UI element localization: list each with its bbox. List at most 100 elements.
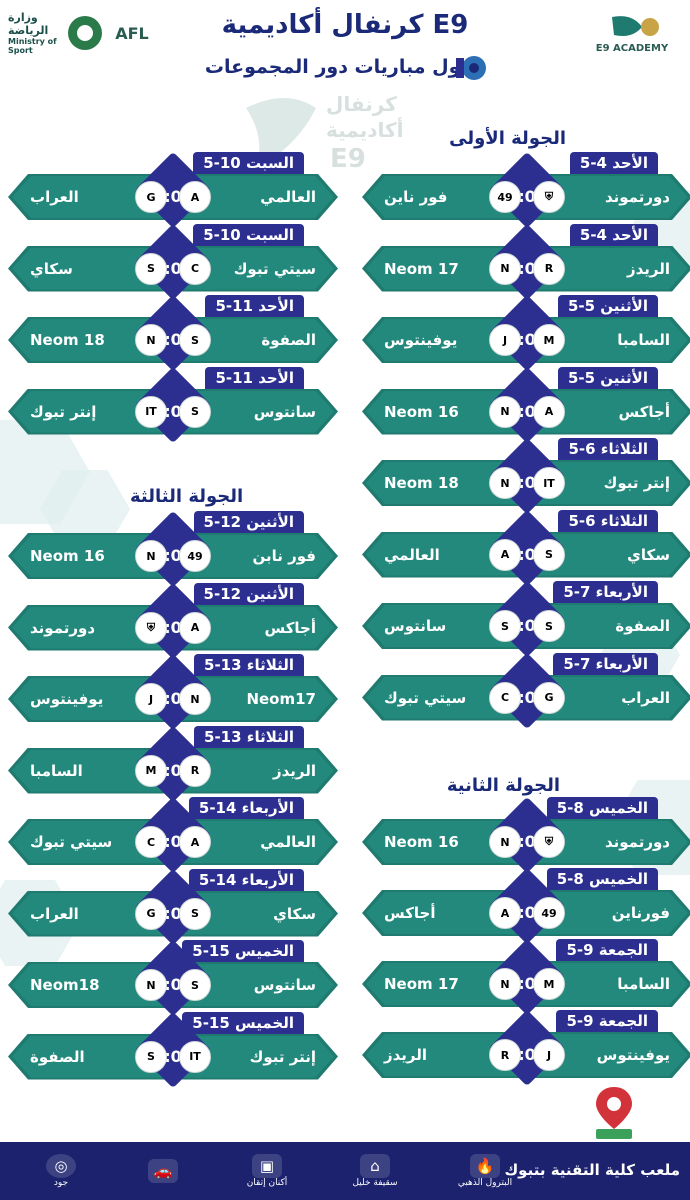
building-icon: ▣ xyxy=(252,1154,282,1178)
home-team-name: فورناين xyxy=(611,904,670,922)
home-team-name: سيتي تبوك xyxy=(233,259,316,278)
match-card: الأحد 4-5 6:00 ⛨ دورتموند 49 فور ناين xyxy=(362,151,690,229)
home-team-name: يوفينتوس xyxy=(596,1046,670,1064)
page-title: كرنفال أكاديمية E9 xyxy=(221,10,469,40)
match-date: الأثنين 12-5 xyxy=(193,582,304,605)
away-team-name: دورتموند xyxy=(30,618,96,637)
home-team-name: سانتوس xyxy=(253,402,316,421)
away-team-badge-icon: 49 xyxy=(489,181,521,213)
away-team-badge-icon: N xyxy=(135,969,167,1001)
home-team-badge-icon: A xyxy=(179,611,211,644)
match-card: الأحد 11-5 6:00 S الصفوة N Neom 18 xyxy=(8,294,338,372)
match-card: الأحد 11-5 8:00 S سانتوس IT إنتر تبوك xyxy=(8,366,338,443)
match-date: السبت 10-5 xyxy=(193,223,304,246)
e9-academy-logo: E9 ACADEMY xyxy=(584,8,680,58)
match-card: الأحد 4-5 8:00 R الريدز N Neom 17 xyxy=(362,223,690,300)
watermark-text-3: E9 xyxy=(330,144,366,174)
sponsor-khalil: ⌂ سقيفة خليل xyxy=(340,1148,410,1194)
football-icon xyxy=(454,54,488,86)
away-team-name: سكاي xyxy=(30,259,73,278)
away-team-badge-icon: J xyxy=(489,324,521,356)
away-team-badge-icon: N xyxy=(489,467,521,499)
away-team-badge-icon: A xyxy=(489,538,521,571)
match-date: الأحد 4-5 xyxy=(569,223,658,246)
away-team-name: العراب xyxy=(30,188,79,206)
round-1-title: الجولة الأولى xyxy=(449,128,566,149)
home-team-name: السامبا xyxy=(617,975,670,993)
away-team-name: Neom 16 xyxy=(384,402,459,421)
sponsor-joud: ◎ جود xyxy=(26,1148,96,1194)
match-date: الجمعة 9-5 xyxy=(556,1010,658,1032)
match-card: الجمعة 9-5 8:00 J يوفينتوس R الريدز xyxy=(362,1009,690,1087)
home-team-name: سانتوس xyxy=(253,976,316,994)
away-team-badge-icon: N xyxy=(135,540,167,572)
header: وزارة الرياضة Ministry of Sport AFL E9 A… xyxy=(0,0,690,80)
home-team-name: الريدز xyxy=(272,761,316,780)
federation-logo xyxy=(60,8,110,58)
home-team-badge-icon: S xyxy=(533,538,565,571)
match-date: الثلاثاء 13-5 xyxy=(194,725,304,748)
away-team-name: السامبا xyxy=(30,761,83,780)
away-team-badge-icon: C xyxy=(135,826,167,858)
away-team-name: العالمي xyxy=(384,545,440,564)
match-date: الأربعاء 7-5 xyxy=(553,581,658,603)
house-icon: ⌂ xyxy=(360,1154,390,1178)
away-team-badge-icon: N xyxy=(489,968,521,1000)
home-team-badge-icon: IT xyxy=(533,467,565,499)
sponsor-golden-petrol: 🔥 البترول الذهبي xyxy=(450,1148,520,1194)
match-card: الأثنين 12-5 8:00 A أجاكس ⛨ دورتموند xyxy=(8,582,338,659)
afl-logo-text: AFL xyxy=(115,23,149,43)
away-team-name: Neom 16 xyxy=(30,547,105,565)
round-2-title: الجولة الثانية xyxy=(446,775,560,796)
page-subtitle: جدول مباريات دور المجموعات xyxy=(204,56,486,78)
home-team-badge-icon: N xyxy=(179,683,211,715)
away-team-badge-icon: ⛨ xyxy=(135,611,167,644)
away-team-name: سانتوس xyxy=(384,617,447,635)
away-team-name: العراب xyxy=(30,904,79,923)
joud-icon: ◎ xyxy=(46,1154,76,1178)
match-card: الخميس 15-5 8:00 IT إنتر تبوك S الصفوة xyxy=(8,1011,338,1088)
match-card: الثلاثاء 6-5 6:00 IT إنتر تبوك N Neom 18 xyxy=(362,437,690,515)
away-team-badge-icon: J xyxy=(135,683,167,715)
match-card: الأثنين 5-5 8:00 A أجاكس N Neom 16 xyxy=(362,366,690,443)
home-team-name: الصفوة xyxy=(615,617,670,635)
match-card: الأربعاء 14-5 6:00 A العالمي C سيتي تبوك xyxy=(8,796,338,874)
away-team-badge-icon: G xyxy=(135,181,167,213)
home-team-badge-icon: S xyxy=(533,610,565,642)
away-team-badge-icon: S xyxy=(135,1040,167,1073)
away-team-name: إنتر تبوك xyxy=(30,402,97,421)
match-date: الخميس 8-5 xyxy=(546,868,658,890)
round-3-title: الجولة الثالثة xyxy=(130,486,244,507)
match-date: الأربعاء 14-5 xyxy=(188,797,304,819)
away-team-name: Neom 17 xyxy=(384,259,459,278)
match-date: الأثنين 5-5 xyxy=(557,366,658,389)
match-date: الخميس 15-5 xyxy=(182,940,304,962)
away-team-name: Neom18 xyxy=(30,976,100,994)
home-team-name: الصفوة xyxy=(261,331,316,349)
away-team-badge-icon: S xyxy=(489,610,521,642)
match-card: الجمعة 9-5 6:00 M السامبا N Neom 17 xyxy=(362,938,690,1016)
match-date: الأربعاء 7-5 xyxy=(553,652,658,675)
away-team-badge-icon: N xyxy=(489,826,521,858)
footer-bar: ملعب كلية التقنية بتبوك 🔥 البترول الذهبي… xyxy=(0,1142,690,1200)
match-card: الأربعاء 7-5 6:00 S الصفوة S سانتوس xyxy=(362,580,690,658)
home-team-badge-icon: A xyxy=(179,181,211,213)
away-team-badge-icon: N xyxy=(489,252,521,285)
match-card: الخميس 8-5 8:00 49 فورناين A أجاكس xyxy=(362,867,690,945)
home-team-badge-icon: C xyxy=(179,252,211,285)
home-team-name: العالمي xyxy=(260,188,316,206)
home-team-badge-icon: S xyxy=(179,395,211,428)
away-team-badge-icon: G xyxy=(135,897,167,930)
match-card: الأثنين 12-5 6:00 49 فور نابن N Neom 16 xyxy=(8,510,338,588)
home-team-badge-icon: ⛨ xyxy=(533,181,565,213)
match-card: الأربعاء 14-5 8:00 S سكاي G العراب xyxy=(8,868,338,945)
match-date: الأحد 11-5 xyxy=(205,366,304,389)
watermark-text-2: أكاديمية xyxy=(326,118,404,142)
home-team-badge-icon: R xyxy=(179,754,211,787)
away-team-badge-icon: S xyxy=(135,252,167,285)
away-team-name: سيتي تبوك xyxy=(30,833,113,851)
sponsor-label: أكنان إتقان xyxy=(246,1178,288,1188)
home-team-badge-icon: M xyxy=(533,324,565,356)
home-team-badge-icon: IT xyxy=(179,1040,211,1073)
sponsor-label: جود xyxy=(53,1178,69,1188)
